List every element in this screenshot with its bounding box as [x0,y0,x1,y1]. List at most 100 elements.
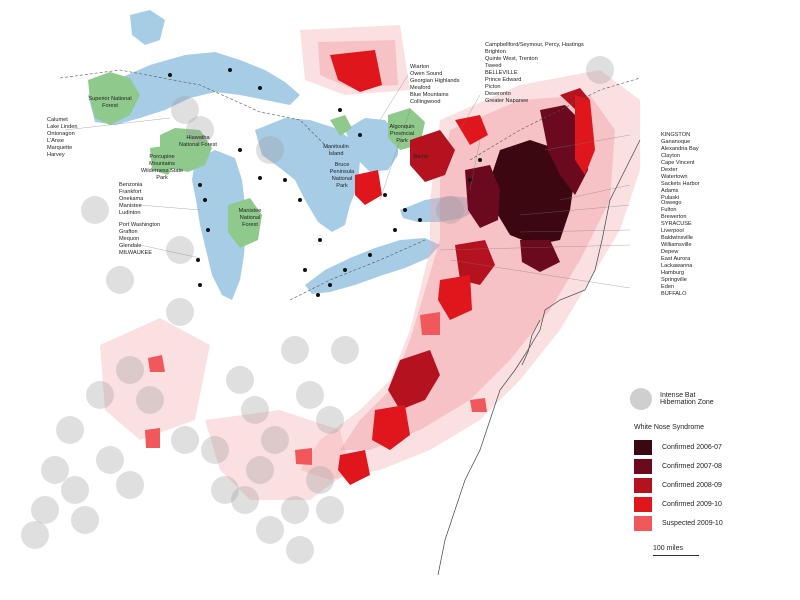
hibernation-circle [166,236,194,264]
place-label: Port Washington [119,222,161,228]
place-label: Campbellford/Seymour, Percy, Hastings [485,42,584,48]
town-dot [403,208,407,212]
scale-bar [653,555,699,556]
town-dot [303,268,307,272]
hibernation-circle [61,476,89,504]
place-label: Greater Napanee [485,98,529,104]
place-label: Harvey [47,152,65,158]
legend-row-2008: Confirmed 2008-09 [634,478,722,493]
leader [559,184,631,201]
park-label-bruce: Bruce Peninsula National Park [329,162,355,189]
place-label: Adams [661,188,679,194]
county-2009-f [338,450,370,485]
hibernation-circle [226,366,254,394]
town-dot [468,178,472,182]
county-susp-e [420,312,440,335]
legend-label: Confirmed 2008-09 [662,482,722,489]
place-label: Onekama [119,196,144,202]
hibernation-circle [21,521,49,549]
town-dot [228,68,232,72]
leader [379,109,411,201]
legend-hibernation: Intense Bat Hibernation Zone [630,388,714,410]
hibernation-swatch [630,388,652,410]
place-label: Sackets Harbor [661,181,700,187]
hibernation-circle [41,456,69,484]
leader [439,244,631,251]
place-label: Alexandria Bay [661,146,699,152]
hibernation-circle [241,396,269,424]
place-label: Baldwinsville [661,235,694,241]
legend-label: Suspected 2009-10 [662,520,723,527]
town-dot [258,86,262,90]
manistee-forest [228,198,262,248]
county-susp-b [145,428,160,448]
canada-us-border [59,69,331,151]
county-2009-a [330,50,382,92]
county-2009-c [438,275,472,320]
place-label: Grafton [119,229,138,235]
place-label: Dexter [661,167,678,173]
scale-label: 100 miles [653,545,683,552]
place-label: Meaford [410,85,431,91]
border-east [469,77,641,161]
place-label: Brighton [485,49,506,55]
place-label: Ontonagon [47,131,75,137]
border-south [289,239,426,301]
hibernation-circle [116,471,144,499]
great-lakes [88,10,478,300]
town-dot [198,183,202,187]
place-label: Fulton [661,207,677,213]
legend-label: Confirmed 2009-10 [662,501,722,508]
county-2008-c [388,350,440,410]
place-label: Lake Linden [47,124,78,130]
halo-west [100,318,210,440]
hibernation-circle [166,298,194,326]
place-label: Watertown [661,174,688,180]
hibernation-circle [56,416,84,444]
place-label: Collingwood [410,99,441,105]
park-label-superior: Superior National Forest [88,96,132,109]
legend-row-2007: Confirmed 2007-08 [634,459,722,474]
town-dot [368,253,372,257]
town-dot [418,218,422,222]
park-label-manistee: Manistee National Forest [238,208,262,228]
labels-ontario: Wiarton Owen Sound Georgian Highlands Me… [410,64,459,106]
boundary-lines [59,69,641,301]
legend-swatch [634,459,652,474]
legend-swatch [634,516,652,531]
place-label: Brewerton [661,214,687,220]
place-label: Glendale [119,243,142,249]
lake-michigan [192,150,246,300]
hibernation-circle [246,456,274,484]
place-label: Mequon [119,236,140,242]
county-susp-d [295,448,312,465]
hibernation-circle [256,136,284,164]
place-label: L'Anse [47,138,64,144]
lake-huron [255,118,360,232]
hibernation-circle [281,336,309,364]
place-label: Hamburg [661,270,685,276]
place-label: Marquette [47,145,73,151]
place-label: BELLEVILLE [485,70,518,76]
leader [139,244,201,259]
place-label: Pulaski [661,195,680,201]
hibernation-zones [21,56,614,564]
place-label: Picton [485,84,501,90]
legend-swatch [634,497,652,512]
porcupine-park [150,145,178,175]
hibernation-circle [171,426,199,454]
town-dot [206,228,210,232]
lake-erie [305,238,440,294]
town-dot [393,228,397,232]
leader [544,134,631,151]
labels-wisconsin: Port Washington Grafton Mequon Glendale … [119,222,160,257]
legend-hibernation-line2: Hibernation Zone [660,399,714,406]
place-label: Deseronto [485,91,511,97]
county-2008-a [410,130,455,182]
leader [519,229,631,233]
lake-nipigon [130,10,165,45]
hibernation-circle [171,96,199,124]
hibernation-circle [211,476,239,504]
lake-ontario [400,196,478,222]
town-dot [168,73,172,77]
